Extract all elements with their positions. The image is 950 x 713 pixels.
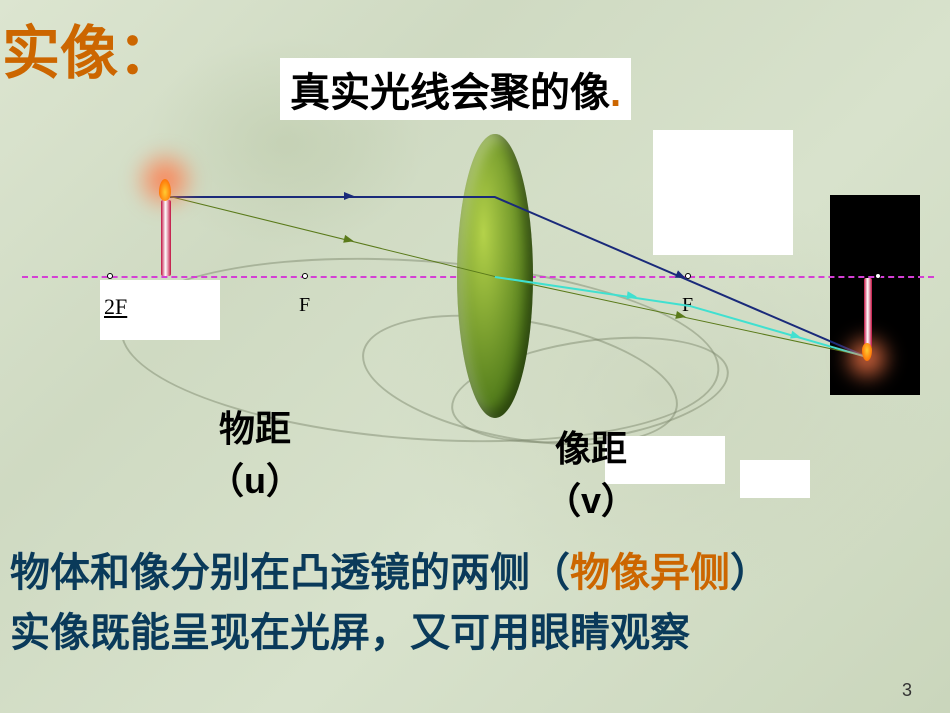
candle-body: [161, 200, 171, 276]
object-distance-line1: 物距: [208, 400, 302, 452]
image-distance-label: 像距 （v）: [545, 420, 637, 524]
focal-point-dot: [107, 273, 113, 279]
bottom-line-2: 实像既能呈现在光屏，又可用眼睛观察: [10, 600, 690, 658]
title-sub: 真实光线会聚的像.: [280, 58, 631, 120]
candle-flame-icon: [159, 179, 171, 201]
bottom-line-1-highlight: 物像异侧: [570, 551, 730, 595]
title-sub-dot: .: [610, 71, 621, 115]
light-ray: [170, 196, 495, 198]
focal-point-label: F: [299, 294, 310, 317]
candle-body: [864, 278, 872, 348]
page-number: 3: [902, 680, 912, 701]
focal-point-dot: [875, 273, 881, 279]
image-distance-line2: （v）: [545, 472, 637, 524]
bottom-line-1-post: ）: [730, 551, 770, 595]
object-distance-line2: （u）: [208, 452, 302, 504]
title-main: 实像：: [2, 6, 176, 90]
focal-point-dot: [302, 273, 308, 279]
bottom-line-1: 物体和像分别在凸透镜的两侧（物像异侧）: [10, 540, 770, 598]
object-distance-label: 物距 （u）: [208, 400, 302, 504]
focal-point-label: 2F: [848, 216, 871, 242]
focal-point-label: 2F: [104, 294, 127, 320]
white-mask: [740, 460, 810, 498]
bottom-line-1-pre: 物体和像分别在凸透镜的两侧（: [10, 551, 570, 595]
title-sub-text: 真实光线会聚的像: [290, 71, 610, 115]
ray-arrow-icon: [344, 192, 354, 200]
white-mask: [653, 130, 793, 255]
image-distance-line1: 像距: [545, 420, 637, 472]
